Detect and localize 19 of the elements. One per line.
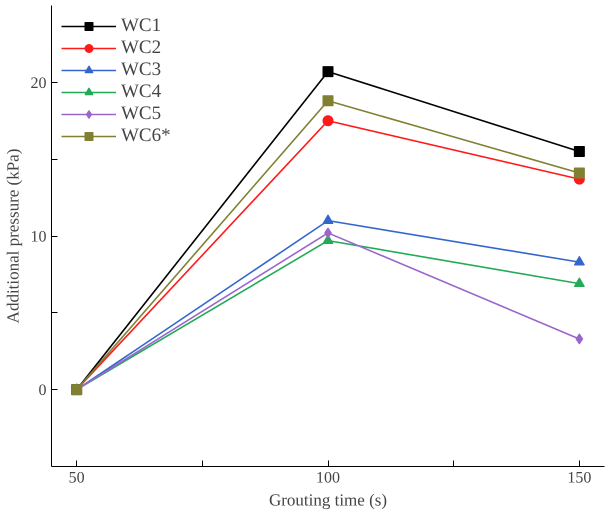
point xyxy=(322,95,334,106)
x-tick-label: 150 xyxy=(567,470,592,486)
legend-label: WC3 xyxy=(121,59,162,81)
legend-label: WC5 xyxy=(121,103,162,125)
legend-label: WC6* xyxy=(121,125,171,147)
x-axis-title: Grouting time (s) xyxy=(268,490,388,510)
legend-label: WC4 xyxy=(121,81,162,103)
x-tick-label: 100 xyxy=(316,470,340,486)
y-axis-title: Additional pressure (kPa) xyxy=(4,148,22,324)
y-tick-label: 0 xyxy=(38,382,46,400)
point xyxy=(574,167,585,178)
legend-label: WC2 xyxy=(121,37,162,59)
legend-label: WC1 xyxy=(121,15,162,37)
point xyxy=(574,146,585,157)
y-tick-label: 20 xyxy=(30,74,46,92)
point xyxy=(322,115,334,126)
y-tick-label: 10 xyxy=(30,228,46,246)
point xyxy=(322,66,334,78)
x-tick-label: 50 xyxy=(68,470,85,486)
